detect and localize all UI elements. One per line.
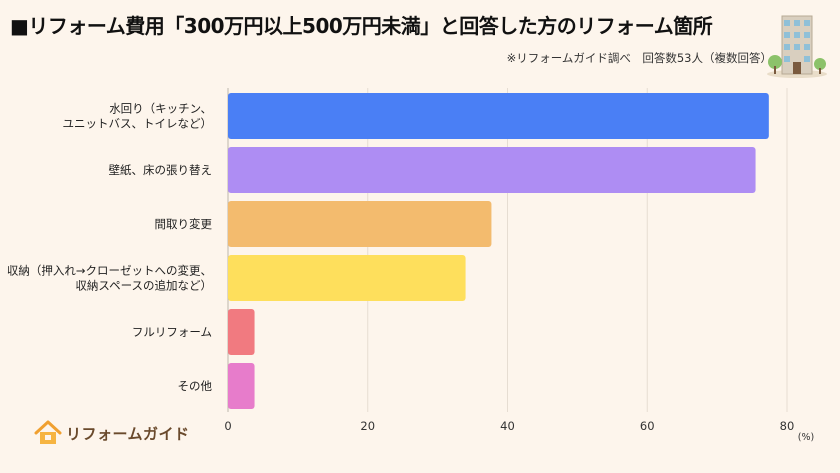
bar bbox=[228, 309, 255, 355]
category-label: 収納スペースの追加など） bbox=[75, 279, 212, 293]
chart-title: ■リフォーム費用「300万円以上500万円未満」と回答した方のリフォーム箇所 bbox=[10, 14, 713, 38]
category-label: 水回り（キッチン、 bbox=[109, 102, 212, 116]
survey-note: ※リフォームガイド調べ 回答数53人（複数回答） bbox=[506, 51, 772, 65]
bar bbox=[228, 93, 769, 139]
category-labels: 水回り（キッチン、ユニットバス、トイレなど） 壁紙、床の張り替え間取り変更収納（押… bbox=[7, 102, 213, 394]
x-tick-label: 20 bbox=[360, 419, 375, 433]
grid-lines bbox=[227, 88, 788, 412]
x-tick-label: 0 bbox=[224, 419, 231, 433]
bar bbox=[228, 255, 466, 301]
bar bbox=[228, 201, 492, 247]
bars bbox=[228, 93, 769, 409]
x-axis-ticks: 0 20 40 60 80 bbox=[224, 419, 794, 433]
x-tick-label: 40 bbox=[500, 419, 515, 433]
bar bbox=[228, 363, 255, 409]
logo: リフォームガイド bbox=[34, 420, 190, 446]
category-label: フルリフォーム bbox=[132, 325, 212, 339]
category-label: 壁紙、床の張り替え bbox=[109, 163, 213, 177]
apartment-building-icon bbox=[767, 15, 827, 78]
category-label: その他 bbox=[178, 379, 213, 393]
logo-text: リフォームガイド bbox=[66, 424, 190, 443]
x-tick-label: 60 bbox=[640, 419, 655, 433]
house-icon bbox=[34, 420, 62, 444]
x-axis-unit: (%) bbox=[798, 432, 814, 443]
category-label: 収納（押入れ→クローゼットへの変更、 bbox=[7, 264, 212, 278]
bar bbox=[228, 147, 756, 193]
x-tick-label: 80 bbox=[780, 419, 795, 433]
category-label: ユニットバス、トイレなど） bbox=[63, 117, 213, 131]
category-label: 間取り変更 bbox=[155, 217, 213, 231]
